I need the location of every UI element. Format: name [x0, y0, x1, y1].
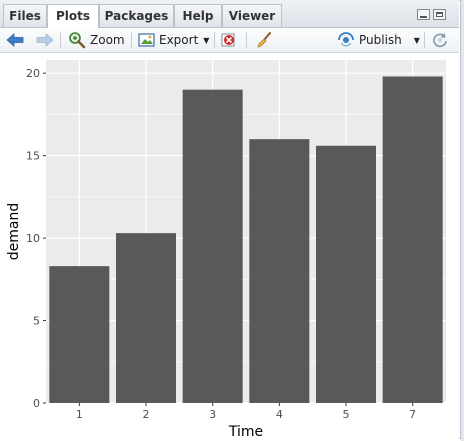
tab-files[interactable]: Files	[3, 4, 47, 27]
x-tick-label: 5	[343, 408, 350, 421]
y-tick-label: 20	[26, 67, 40, 80]
remove-plot-icon	[221, 33, 235, 47]
chevron-down-icon: ▼	[413, 35, 420, 45]
magnifier-icon	[69, 32, 86, 49]
x-tick-label: 2	[143, 408, 150, 421]
x-tick-label: 1	[76, 408, 83, 421]
y-tick-label: 5	[33, 315, 40, 328]
image-export-icon	[138, 33, 155, 47]
bar-chart: 0 5 10 15 20 1 2 3 4 5 7 Time demand	[6, 60, 446, 439]
export-label: Export	[159, 33, 199, 47]
clear-plots-button[interactable]	[255, 28, 273, 52]
arrow-left-icon	[6, 33, 24, 47]
bar-7	[382, 76, 443, 403]
publish-button[interactable]: Publish ▼	[337, 28, 420, 52]
plot-area: 0 5 10 15 20 1 2 3 4 5 7 Time demand	[0, 53, 459, 439]
toolbar-separator	[424, 32, 425, 48]
x-tick-label: 4	[276, 408, 283, 421]
zoom-button[interactable]: Zoom	[68, 28, 125, 52]
tab-packages[interactable]: Packages	[99, 4, 174, 27]
toolbar-separator	[214, 32, 215, 48]
publish-icon	[338, 32, 354, 47]
refresh-icon	[433, 33, 447, 48]
plot-panel	[46, 60, 446, 403]
tab-bar: Files Plots Packages Help Viewer	[0, 0, 459, 28]
bar-5	[316, 145, 376, 403]
pane-splitter[interactable]	[461, 0, 464, 441]
bar-4	[249, 139, 310, 403]
refresh-button[interactable]	[431, 28, 449, 52]
chevron-down-icon: ▼	[203, 35, 210, 45]
toolbar-separator	[131, 32, 132, 48]
remove-plot-button[interactable]	[221, 28, 237, 52]
x-tick-label: 7	[409, 408, 416, 421]
y-axis-title: demand	[6, 203, 22, 260]
zoom-label: Zoom	[90, 33, 125, 47]
bar-2	[116, 233, 176, 403]
x-axis-title: Time	[228, 424, 263, 439]
bar-1	[49, 266, 110, 403]
bar-3	[182, 89, 243, 404]
x-tick-label: 3	[209, 408, 216, 421]
back-button[interactable]	[6, 28, 24, 52]
publish-label: Publish	[359, 33, 402, 47]
export-button[interactable]: Export ▼	[138, 28, 209, 52]
maximize-pane-icon[interactable]	[433, 9, 446, 20]
tab-help[interactable]: Help	[174, 4, 222, 27]
broom-icon	[257, 32, 271, 48]
toolbar-separator	[246, 32, 247, 48]
y-tick-label: 0	[33, 397, 40, 410]
minimize-pane-icon[interactable]	[417, 9, 430, 20]
y-tick-label: 10	[26, 232, 40, 245]
y-tick-label: 15	[26, 150, 40, 163]
tab-viewer[interactable]: Viewer	[222, 4, 282, 27]
forward-button[interactable]	[36, 28, 54, 52]
plots-toolbar: Zoom Export ▼ Publish	[0, 28, 459, 53]
tab-plots[interactable]: Plots	[47, 4, 99, 28]
arrow-right-icon	[36, 33, 54, 47]
toolbar-separator	[60, 32, 61, 48]
